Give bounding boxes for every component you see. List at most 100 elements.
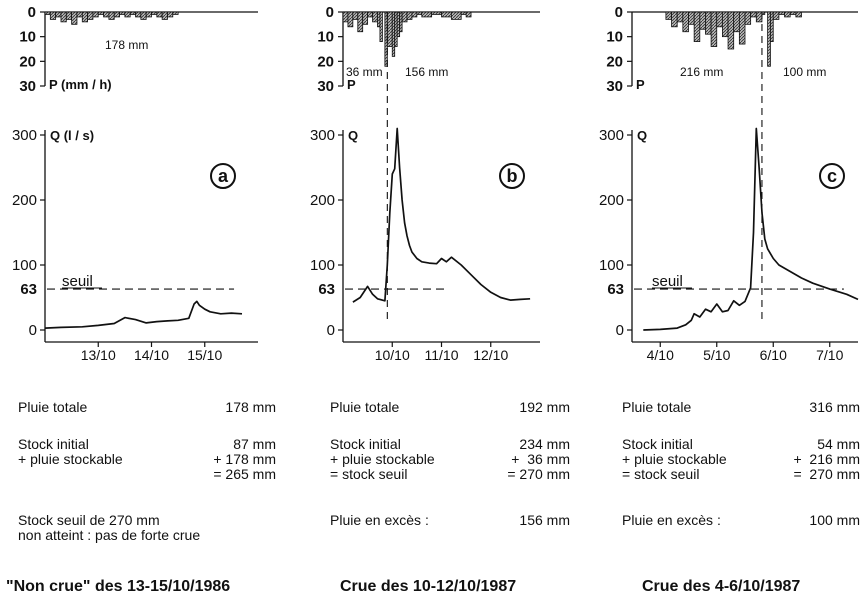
rain-y-tick-label: 20 xyxy=(606,53,623,70)
rain-bar xyxy=(151,11,158,15)
rain-total-annotation: 178 mm xyxy=(105,38,148,52)
rain-bar xyxy=(367,11,373,18)
discharge-line xyxy=(352,127,531,303)
x-tick-label: 6/10 xyxy=(760,347,787,363)
rain-split-annotation: 36 mm xyxy=(346,65,383,79)
x-tick-label: 12/10 xyxy=(473,347,508,363)
rain-y-tick-label: 20 xyxy=(19,53,36,70)
rain-bar xyxy=(431,11,442,15)
flow-y-tick-label: 300 xyxy=(310,127,335,144)
pluie-totale-label: Pluie totale xyxy=(622,399,692,415)
rain-axis-label: P xyxy=(347,77,356,92)
rain-bar xyxy=(342,11,349,23)
rain-split-annotation: 216 mm xyxy=(680,65,723,79)
rain-bar xyxy=(722,11,729,38)
x-tick-label: 5/10 xyxy=(703,347,730,363)
stock-seuil-label: = stock seuil xyxy=(622,466,700,482)
stock-initial-label: Stock initial xyxy=(18,436,89,452)
pluie-stockable-value: + 36 mm xyxy=(511,451,570,467)
rain-bar xyxy=(710,11,718,47)
threshold-label: seuil xyxy=(62,273,93,290)
rain-bar xyxy=(60,11,67,23)
rain-bar xyxy=(733,11,740,33)
panel-label-circle xyxy=(819,163,845,189)
rain-bar xyxy=(688,11,695,25)
rain-bar xyxy=(738,11,746,45)
rain-bar xyxy=(161,11,168,20)
panel-label: b xyxy=(507,166,518,186)
rain-bar xyxy=(386,11,393,47)
pluie-stockable-label: + pluie stockable xyxy=(330,451,435,467)
rain-bar xyxy=(693,11,701,43)
excess-label: Pluie en excès : xyxy=(622,512,721,528)
stock-initial-label: Stock initial xyxy=(622,436,693,452)
pluie-totale-value: 192 mm xyxy=(519,399,570,415)
panel-label-circle xyxy=(210,163,236,189)
rain-bar xyxy=(750,11,757,18)
x-tick-label: 14/10 xyxy=(134,347,169,363)
stock-initial-value: 87 mm xyxy=(233,436,276,452)
rain-bar xyxy=(372,11,378,23)
rain-split-annotation: 100 mm xyxy=(783,65,826,79)
rain-bar xyxy=(379,11,383,43)
rain-bar xyxy=(81,11,89,23)
stock-total-value: = 265 mm xyxy=(213,466,276,482)
rain-bar xyxy=(49,11,57,20)
flow-y-tick-label: 100 xyxy=(599,257,624,274)
info-block-b: Pluie totale 192 mm Stock initial 234 mm +… xyxy=(330,399,570,528)
panel-label-circle xyxy=(499,163,525,189)
rain-y-tick-label: 10 xyxy=(606,29,623,46)
rain-bar xyxy=(362,11,369,25)
rain-bar xyxy=(465,11,472,18)
info-block-a: Pluie totale 178 mm Stock initial 87 mm + … xyxy=(18,399,276,543)
x-tick-label: 15/10 xyxy=(187,347,222,363)
flow-y-tick-label: 300 xyxy=(12,127,37,144)
rain-bar xyxy=(705,11,712,35)
rain-bar xyxy=(460,11,467,15)
flow-axis-label: Q xyxy=(637,128,647,143)
rain-bar xyxy=(103,11,110,18)
rain-bar xyxy=(129,11,136,15)
flow-y-tick-label: 0 xyxy=(29,322,37,339)
info-block-c: Pluie totale 316 mm Stock initial 54 mm + … xyxy=(622,399,860,528)
rain-bar xyxy=(55,11,62,18)
rain-bar xyxy=(401,11,408,23)
stock-initial-value: 234 mm xyxy=(519,436,570,452)
rain-bar xyxy=(71,11,78,25)
rain-split-annotation: 156 mm xyxy=(405,65,448,79)
rain-bar xyxy=(44,11,51,15)
flow-y-tick-label: 300 xyxy=(599,127,624,144)
rain-bar xyxy=(770,11,774,43)
rain-bar xyxy=(124,11,131,18)
rain-bar xyxy=(108,11,115,20)
pluie-totale-value: 178 mm xyxy=(225,399,276,415)
pluie-totale-label: Pluie totale xyxy=(18,399,88,415)
rain-y-tick-label: 10 xyxy=(317,29,334,46)
rain-bar xyxy=(411,11,418,18)
rain-y-tick-label: 30 xyxy=(606,78,623,95)
discharge-line xyxy=(643,127,859,331)
rain-y-tick-label: 0 xyxy=(615,4,623,21)
rain-bar xyxy=(421,11,433,18)
rain-bar xyxy=(716,11,723,28)
stock-seuil-value: = 270 mm xyxy=(507,466,570,482)
flow-axis-label: Q (l / s) xyxy=(50,128,94,143)
caption-c: Crue des 4-6/10/1987 xyxy=(642,578,801,595)
rain-bar xyxy=(727,11,735,50)
stock-initial-value: 54 mm xyxy=(817,436,860,452)
rain-bar xyxy=(352,11,359,20)
threshold-tick-label: 63 xyxy=(607,281,624,298)
caption-b: Crue des 10-12/10/1987 xyxy=(340,578,517,595)
panel-label: a xyxy=(218,166,229,186)
flow-y-tick-label: 200 xyxy=(599,192,624,209)
x-tick-label: 13/10 xyxy=(81,347,116,363)
x-tick-label: 11/10 xyxy=(425,347,459,363)
threshold-tick-label: 63 xyxy=(20,281,37,298)
pluie-totale-value: 316 mm xyxy=(809,399,860,415)
flow-y-tick-label: 100 xyxy=(310,257,335,274)
rain-y-tick-label: 0 xyxy=(326,4,334,21)
rain-bar xyxy=(135,11,142,18)
rain-bar xyxy=(682,11,689,33)
rain-y-tick-label: 0 xyxy=(28,4,36,21)
